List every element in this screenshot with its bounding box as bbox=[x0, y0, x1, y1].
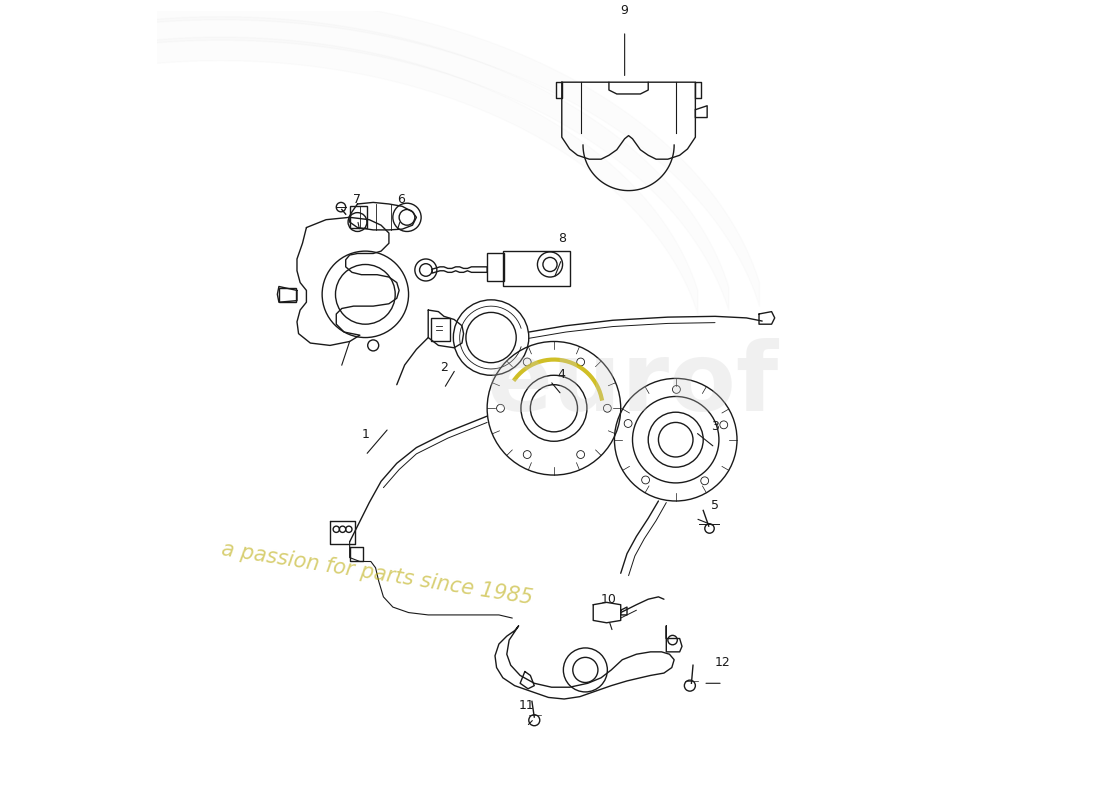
Text: 9: 9 bbox=[620, 4, 628, 17]
Text: 3: 3 bbox=[711, 421, 719, 434]
Bar bbox=[279, 288, 296, 302]
Bar bbox=[487, 254, 505, 281]
Bar bbox=[503, 251, 570, 286]
Text: a passion for parts since 1985: a passion for parts since 1985 bbox=[220, 538, 535, 608]
Text: 4: 4 bbox=[558, 368, 565, 381]
Text: 1: 1 bbox=[362, 428, 370, 442]
Text: 5: 5 bbox=[711, 499, 719, 512]
Text: 10: 10 bbox=[601, 594, 617, 606]
Text: 8: 8 bbox=[558, 232, 565, 245]
Bar bbox=[430, 318, 450, 342]
Text: 12: 12 bbox=[715, 656, 730, 669]
Text: 11: 11 bbox=[518, 699, 535, 712]
Text: 7: 7 bbox=[353, 193, 362, 206]
Text: 6: 6 bbox=[397, 193, 405, 206]
Text: 2: 2 bbox=[440, 362, 448, 374]
Text: eurof: eurof bbox=[487, 338, 780, 431]
Bar bbox=[350, 206, 367, 228]
